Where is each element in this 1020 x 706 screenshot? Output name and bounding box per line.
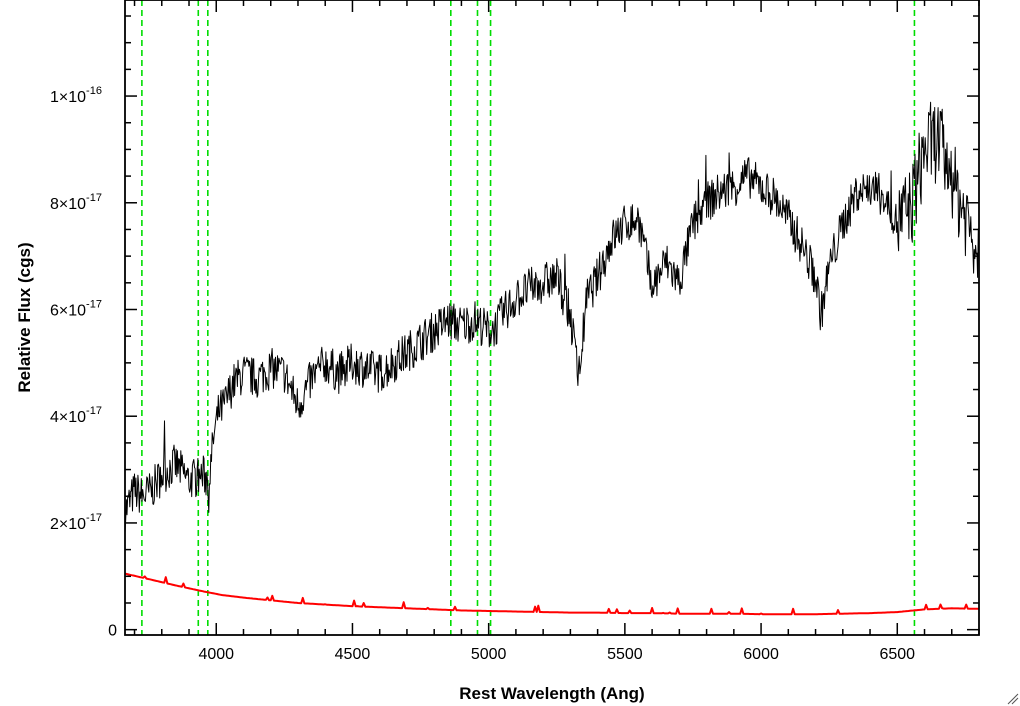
reference-lines: [141, 0, 916, 635]
x-tick-label: 5000: [471, 646, 507, 663]
y-tick-exponent: -17: [86, 512, 102, 524]
y-tick-label: 0: [108, 623, 117, 640]
resize-grip-icon[interactable]: [1007, 693, 1019, 705]
x-tick-label: 4500: [335, 646, 371, 663]
y-tick-exponent: -17: [86, 192, 102, 204]
x-axis-label: Rest Wavelength (Ang): [459, 684, 644, 703]
x-tick-label: 4000: [198, 646, 234, 663]
y-tick-mantissa: 4×10: [50, 409, 86, 426]
y-tick-label: 6×10-17: [50, 298, 102, 319]
y-tick-exponent: -17: [86, 405, 102, 417]
y-tick-exponent: -16: [86, 85, 102, 97]
y-tick-mantissa: 8×10: [50, 196, 86, 213]
series-line-black: [124, 101, 980, 533]
x-tick-label: 5500: [607, 646, 643, 663]
y-tick-label: 1×10-16: [50, 85, 102, 106]
y-tick-mantissa: 1×10: [50, 89, 86, 106]
tick-marks: [125, 0, 980, 635]
y-tick-label: 4×10-17: [50, 405, 102, 426]
series-group: [124, 101, 980, 616]
y-tick-mantissa: 2×10: [50, 516, 86, 533]
x-tick-label: 6500: [879, 646, 915, 663]
x-tick-label: 6000: [743, 646, 779, 663]
y-tick-exponent: -17: [86, 298, 102, 310]
y-axis-label: Relative Flux (cgs): [15, 242, 34, 392]
series-line-red: [124, 572, 980, 616]
x-tick-labels: 4000 4500 5000 5500 6000 6500: [198, 646, 915, 663]
y-tick-label: 8×10-17: [50, 192, 102, 213]
y-tick-label: 2×10-17: [50, 512, 102, 533]
y-tick-mantissa: 6×10: [50, 302, 86, 319]
plot-frame: [124, 0, 980, 636]
y-tick-labels: 02×10-174×10-176×10-178×10-171×10-16: [50, 85, 117, 640]
